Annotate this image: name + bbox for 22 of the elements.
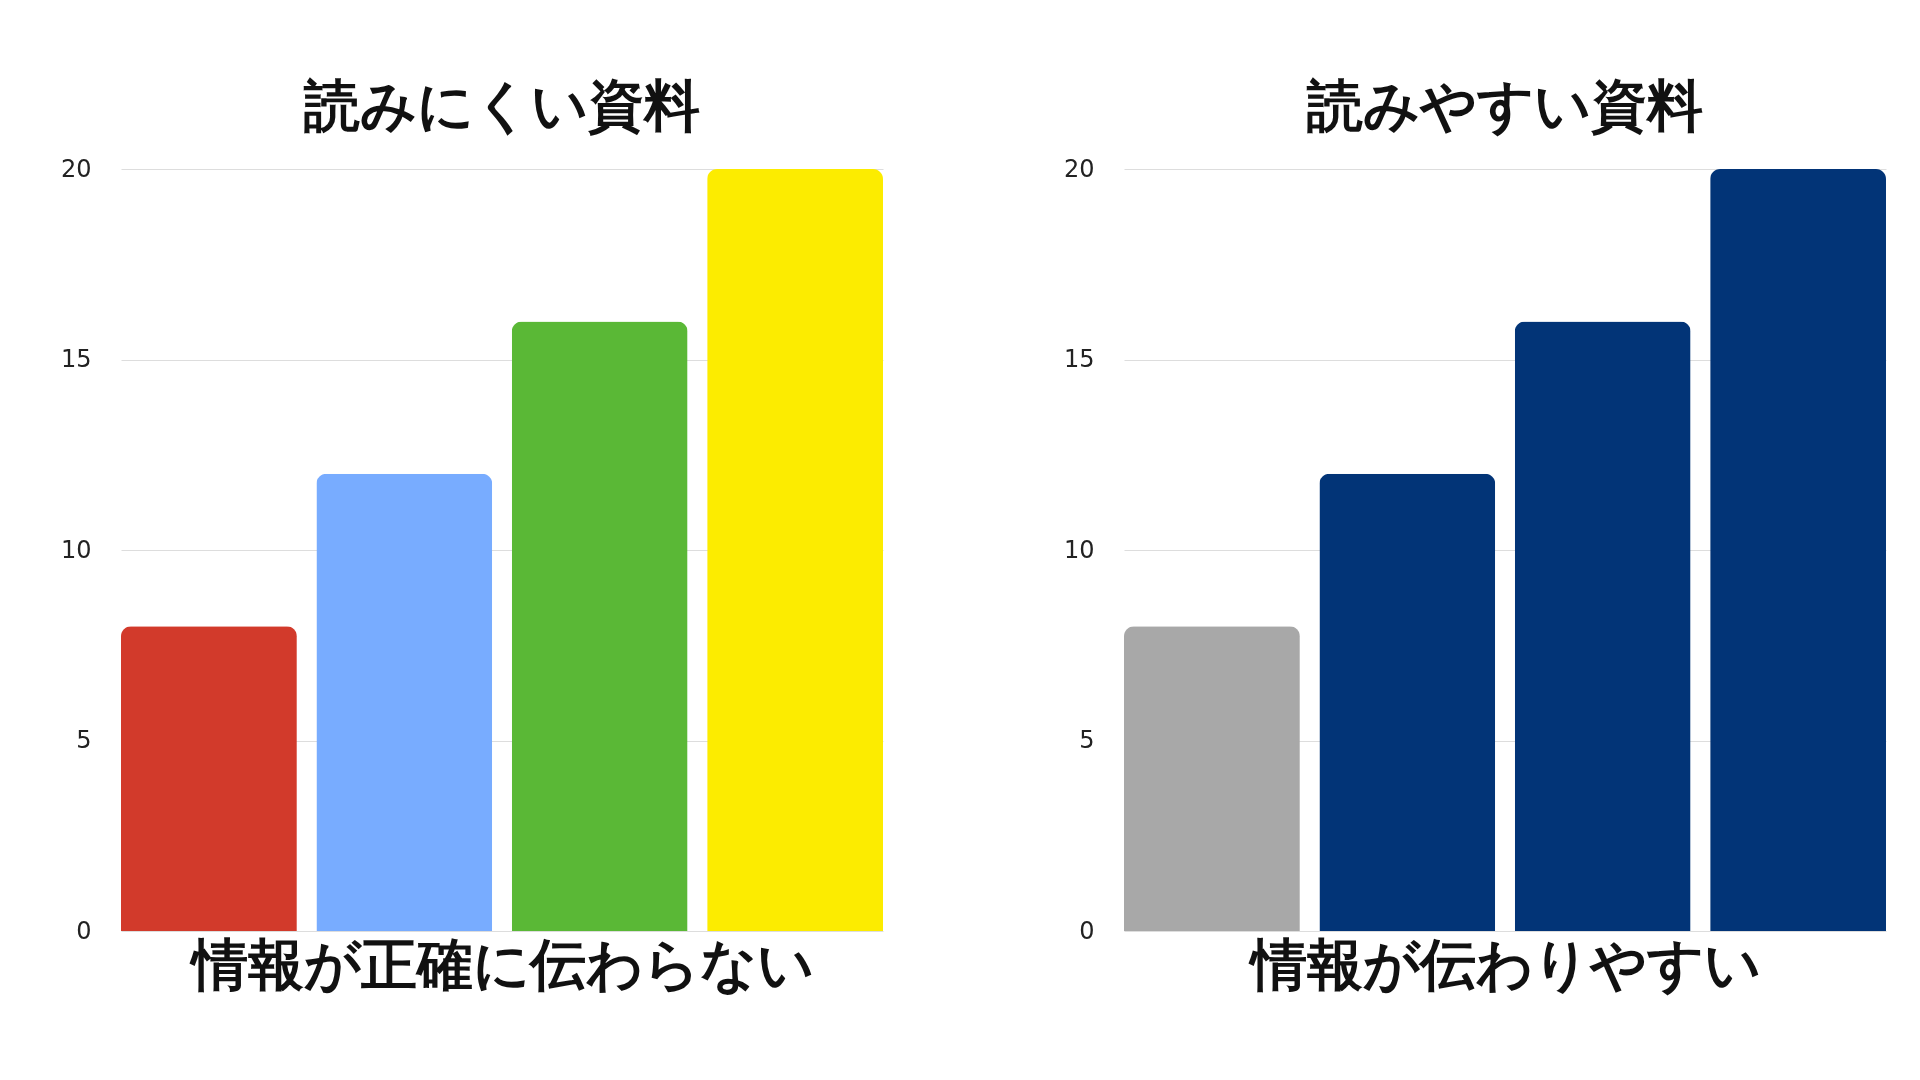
bar	[1124, 626, 1300, 931]
bar	[121, 626, 297, 931]
y-tick-label: 0	[76, 916, 92, 945]
chart-title: 読みやすい資料	[1306, 73, 1703, 138]
y-tick-label: 20	[1063, 154, 1095, 183]
x-axis-title: 情報が伝わりやすい	[1247, 931, 1761, 997]
bar	[1514, 321, 1691, 931]
bar	[1319, 473, 1496, 931]
y-tick-label: 10	[60, 535, 92, 564]
y-tick-label: 5	[76, 726, 92, 754]
bar	[707, 169, 883, 931]
bar	[1710, 169, 1886, 931]
y-tick-label: 10	[1063, 535, 1095, 564]
y-tick-label: 15	[1063, 345, 1095, 373]
y-tick-label: 15	[60, 345, 92, 373]
bar	[316, 473, 493, 931]
y-tick-label: 20	[60, 154, 92, 183]
y-tick-label: 0	[1079, 916, 1095, 945]
x-axis-title: 情報が正確に伝わらない	[188, 931, 814, 997]
bar	[511, 321, 688, 931]
y-tick-label: 5	[1079, 726, 1095, 754]
chart-title: 読みにくい資料	[303, 73, 700, 138]
